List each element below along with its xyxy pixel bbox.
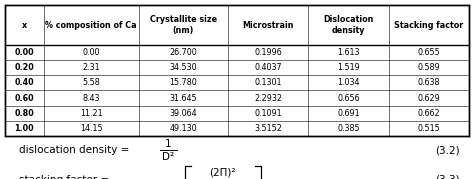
Text: 5.58: 5.58 xyxy=(82,78,100,87)
Text: (2Π)²: (2Π)² xyxy=(210,167,236,177)
Text: 0.40: 0.40 xyxy=(15,78,34,87)
Text: % composition of Ca: % composition of Ca xyxy=(46,21,137,30)
Text: Dislocation
density: Dislocation density xyxy=(323,15,374,35)
Text: dislocation density =: dislocation density = xyxy=(19,145,133,155)
Text: 8.43: 8.43 xyxy=(82,93,100,103)
Text: 26.700: 26.700 xyxy=(169,48,197,57)
Text: 0.515: 0.515 xyxy=(418,124,440,133)
Text: 1.00: 1.00 xyxy=(15,124,34,133)
Text: 0.638: 0.638 xyxy=(418,78,440,87)
Text: 0.1996: 0.1996 xyxy=(254,48,282,57)
Text: (3.3): (3.3) xyxy=(435,175,460,179)
Text: stacking factor =: stacking factor = xyxy=(19,175,112,179)
Text: 0.691: 0.691 xyxy=(337,109,360,118)
Text: 0.656: 0.656 xyxy=(337,93,360,103)
Text: 0.20: 0.20 xyxy=(14,63,34,72)
Text: 3.5152: 3.5152 xyxy=(254,124,282,133)
Text: 39.064: 39.064 xyxy=(169,109,197,118)
Text: 15.780: 15.780 xyxy=(169,78,197,87)
Text: 31.645: 31.645 xyxy=(169,93,197,103)
Text: Stacking factor: Stacking factor xyxy=(394,21,464,30)
Text: 0.629: 0.629 xyxy=(418,93,440,103)
Text: 0.1301: 0.1301 xyxy=(254,78,282,87)
Text: 0.1091: 0.1091 xyxy=(254,109,282,118)
Text: 0.385: 0.385 xyxy=(337,124,360,133)
Text: 49.130: 49.130 xyxy=(169,124,197,133)
Text: 14.15: 14.15 xyxy=(80,124,102,133)
Text: 0.655: 0.655 xyxy=(418,48,440,57)
Text: 0.662: 0.662 xyxy=(418,109,440,118)
Text: 0.00: 0.00 xyxy=(15,48,34,57)
Text: 1.613: 1.613 xyxy=(337,48,360,57)
Text: 0.80: 0.80 xyxy=(14,109,34,118)
Bar xyxy=(5,5,469,136)
Text: 1: 1 xyxy=(165,139,172,149)
Text: Microstrain: Microstrain xyxy=(242,21,294,30)
Text: (3.2): (3.2) xyxy=(435,145,460,155)
Text: 2.31: 2.31 xyxy=(82,63,100,72)
Text: 2.2932: 2.2932 xyxy=(254,93,282,103)
Text: 1.519: 1.519 xyxy=(337,63,360,72)
Text: 0.60: 0.60 xyxy=(15,93,34,103)
Text: 0.00: 0.00 xyxy=(82,48,100,57)
Text: x: x xyxy=(22,21,27,30)
Text: 0.589: 0.589 xyxy=(418,63,440,72)
Text: Crystallite size
(nm): Crystallite size (nm) xyxy=(150,15,217,35)
Text: D²: D² xyxy=(162,152,174,162)
Text: 34.530: 34.530 xyxy=(169,63,197,72)
Text: 0.4037: 0.4037 xyxy=(254,63,282,72)
Text: 11.21: 11.21 xyxy=(80,109,102,118)
Text: 1.034: 1.034 xyxy=(337,78,360,87)
